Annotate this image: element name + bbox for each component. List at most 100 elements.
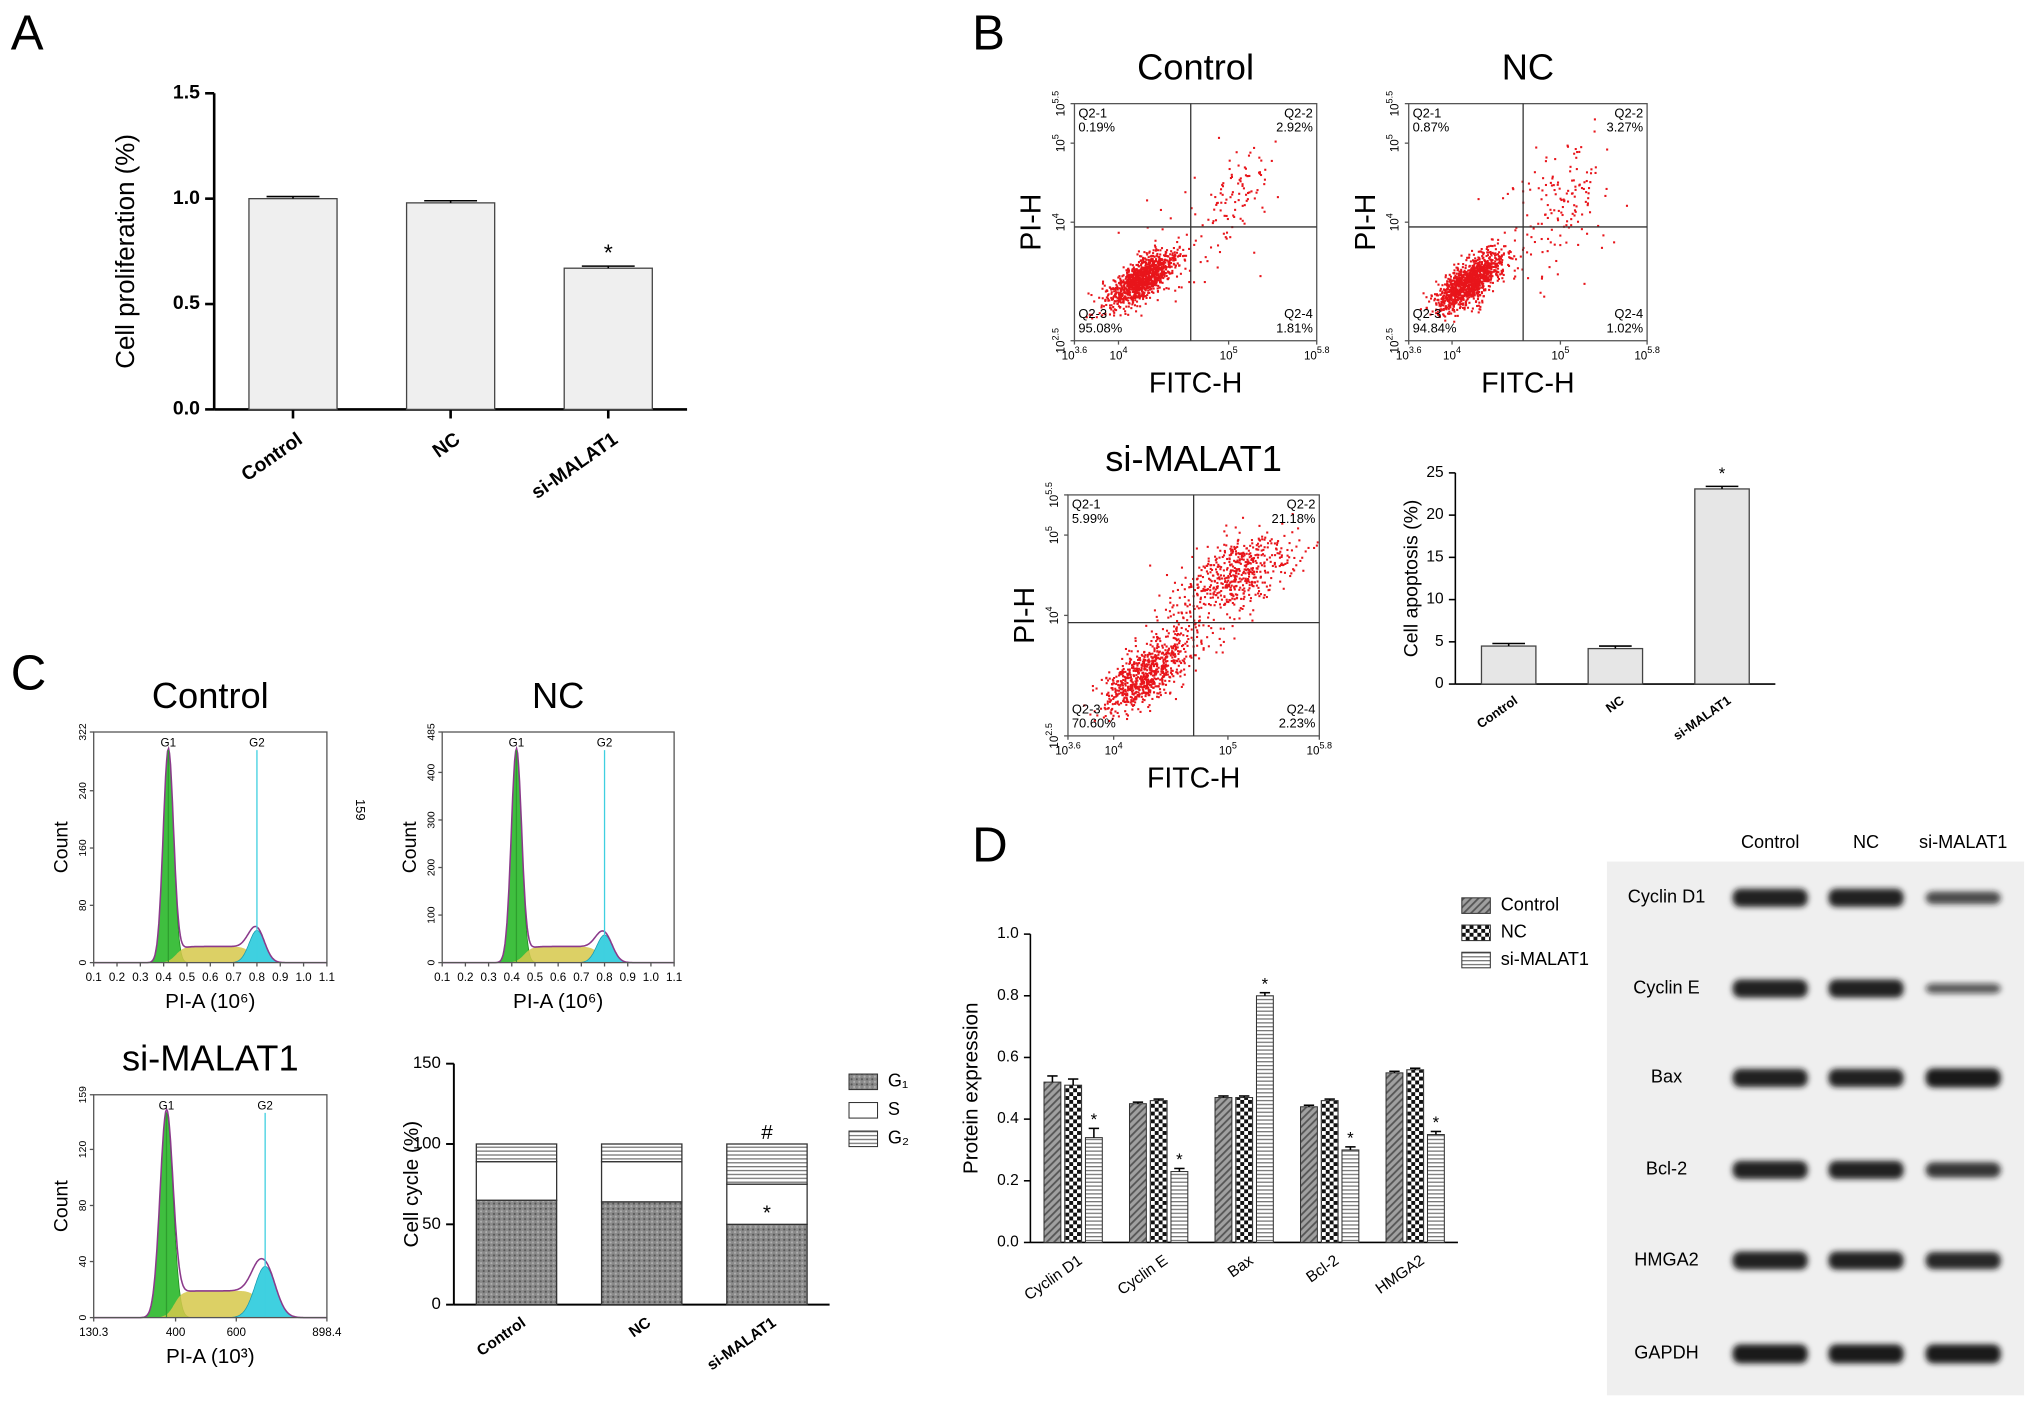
event-dot [1144,672,1147,675]
event-dot [1288,556,1291,559]
event-dot [1460,281,1464,284]
bar [1694,488,1750,685]
event-dot [1462,298,1465,301]
event-dot [1132,698,1135,701]
tick-base: 10 [1634,349,1647,362]
event-dot [1110,296,1113,299]
event-dot [1435,312,1438,315]
x-tick-label: Bax [1225,1252,1257,1281]
event-dot [1293,556,1296,560]
event-dot [1240,578,1243,581]
event-dot [1149,709,1152,713]
event-dot [1171,647,1174,650]
event-dot [1229,547,1232,550]
event-dot [1259,576,1262,579]
event-dot [1266,542,1270,545]
event-dot [1159,274,1162,277]
event-dot [1111,703,1114,706]
event-dot [1156,290,1159,293]
event-dot [1139,683,1142,686]
event-dot [1435,308,1438,311]
quadrant-percent: 0.87% [1413,120,1450,135]
y-axis-label: Cell cycle (%) [400,1121,423,1248]
event-dot [1129,673,1132,676]
event-dot [1225,598,1228,601]
event-dot [1157,274,1160,277]
event-dot [1459,271,1462,274]
event-dot [1276,552,1279,555]
event-dot [1235,585,1238,588]
event-dot [1196,586,1199,590]
event-dot [1155,284,1158,287]
tick-exponent: 5.8 [1647,345,1660,355]
y-tick-label: 159 [78,1086,89,1104]
event-dot [1110,292,1113,295]
event-dot [1146,655,1149,658]
event-dot [1483,260,1487,263]
event-dot [1188,610,1192,613]
tick-exponent: 4 [1044,606,1054,611]
event-dot [1242,570,1245,573]
event-dot [1526,214,1529,217]
event-dot [1490,275,1493,278]
event-dot [1123,700,1126,703]
event-dot [1153,266,1156,269]
event-dot [1459,277,1462,281]
event-dot [1183,668,1186,671]
event-dot [1574,188,1577,191]
event-dot [1246,558,1249,561]
event-dot [1132,301,1135,304]
event-dot [1242,597,1245,601]
event-dot [1259,275,1262,278]
event-dot [1169,671,1173,674]
event-dot [1158,279,1161,282]
annotation: * [1433,1113,1440,1132]
y-tick-label: 0.6 [997,1049,1019,1066]
event-dot [1234,526,1237,529]
event-dot [1435,293,1439,296]
event-dot [1126,278,1129,281]
tick-base: 10 [1389,139,1402,152]
event-dot [1141,294,1144,297]
event-dot [1120,290,1123,293]
event-dot [1156,692,1159,695]
event-dot [1225,237,1228,240]
event-dot [1141,679,1144,682]
event-dot [1495,265,1498,268]
event-dot [1216,577,1219,580]
event-dot [1172,645,1175,648]
event-dot [1519,255,1522,258]
event-dot [1458,294,1461,297]
event-dot [1230,563,1233,566]
event-dot [1494,270,1497,273]
event-dot [1164,254,1167,258]
event-dot [1162,271,1166,274]
event-dot [1139,305,1142,308]
event-dot [1124,277,1127,280]
event-dot [1250,580,1254,583]
event-dot [1176,241,1179,244]
event-dot [1170,659,1173,663]
event-dot [1461,266,1464,269]
event-dot [1117,231,1120,234]
event-dot [1489,258,1492,261]
tick-exponent: 5 [1044,526,1054,531]
event-dot [1131,299,1134,302]
event-dot [1501,268,1504,271]
event-dot [1262,548,1265,551]
event-dot [1150,678,1153,681]
event-dot [1422,292,1425,295]
event-dot [1604,194,1607,197]
event-dot [1127,281,1130,284]
event-dot [1233,547,1236,551]
event-dot [1223,530,1226,533]
event-dot [1478,260,1481,263]
event-dot [1147,261,1150,264]
event-dot [1161,281,1164,284]
event-dot [1173,251,1176,254]
event-dot [1150,287,1153,290]
x-tick-label: 0.2 [109,971,125,984]
event-dot [1548,266,1551,269]
event-dot [1477,250,1480,253]
event-dot [1625,204,1629,207]
